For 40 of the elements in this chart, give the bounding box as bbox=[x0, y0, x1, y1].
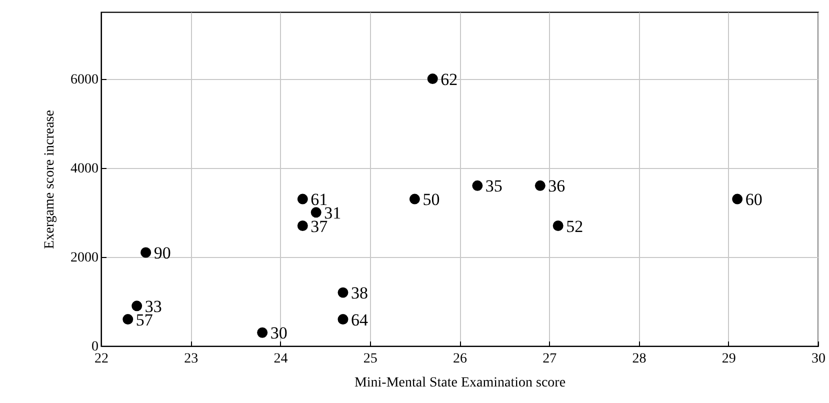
x-tick-label: 30 bbox=[812, 352, 826, 366]
y-tick-label: 4000 bbox=[70, 161, 98, 176]
point bbox=[122, 314, 134, 325]
point bbox=[338, 314, 348, 325]
point bbox=[297, 220, 308, 231]
x-tick-label: 25 bbox=[363, 352, 378, 366]
point bbox=[132, 300, 142, 312]
point bbox=[472, 180, 483, 191]
annotation: 30 bbox=[270, 324, 288, 343]
y-tick-label: 0 bbox=[92, 340, 98, 354]
x-tick-label: 27 bbox=[542, 352, 557, 366]
x-tick-label: 24 bbox=[274, 352, 288, 366]
point bbox=[427, 74, 438, 84]
annotation: 64 bbox=[350, 310, 368, 330]
annotation: 52 bbox=[566, 216, 584, 236]
annotation: 36 bbox=[548, 176, 566, 196]
annotation: 60 bbox=[745, 190, 762, 210]
point bbox=[732, 194, 743, 204]
x-tick-label: 23 bbox=[184, 352, 198, 366]
annotation: 35 bbox=[485, 176, 502, 196]
point bbox=[409, 194, 420, 204]
point bbox=[310, 207, 322, 218]
annotation: 50 bbox=[422, 190, 440, 210]
y-axis-title: Exergame score increase bbox=[42, 110, 58, 249]
y-tick-label: 6000 bbox=[70, 72, 98, 88]
x-tick-label: 29 bbox=[722, 352, 736, 366]
x-tick-label: 26 bbox=[453, 352, 467, 366]
annotation: 90 bbox=[154, 243, 171, 262]
x-tick-label: 28 bbox=[632, 352, 646, 366]
point bbox=[257, 327, 268, 338]
point bbox=[140, 247, 152, 258]
y-tick-label: 2000 bbox=[70, 250, 98, 266]
point bbox=[297, 194, 308, 204]
x-tick-label: 22 bbox=[94, 352, 108, 366]
point bbox=[534, 180, 546, 191]
annotation: 62 bbox=[440, 70, 458, 89]
x-axis-title: Mini-Mental State Examination score bbox=[354, 376, 566, 390]
annotation: 38 bbox=[350, 284, 368, 303]
point bbox=[552, 220, 564, 231]
point bbox=[338, 287, 348, 298]
